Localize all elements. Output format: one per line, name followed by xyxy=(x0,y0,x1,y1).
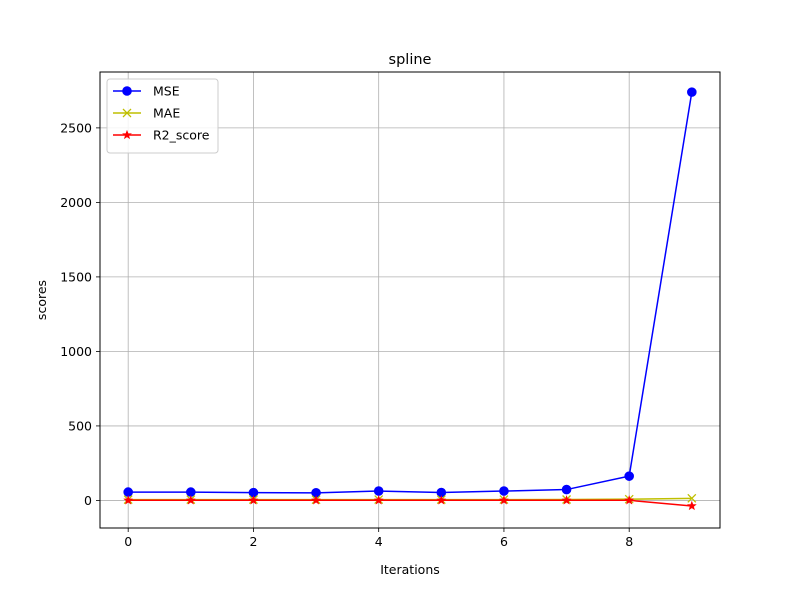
mse-point xyxy=(624,471,634,481)
r2-score-point xyxy=(436,495,447,505)
plot-frame xyxy=(99,71,721,529)
legend-label-r2-score: R2_score xyxy=(153,128,210,143)
mse-point xyxy=(499,486,509,496)
legend-label-mse: MSE xyxy=(153,84,180,99)
series-layer xyxy=(123,87,697,511)
mse-point xyxy=(123,487,133,497)
series-r2-score xyxy=(123,495,697,511)
y-axis-label: scores xyxy=(34,280,49,320)
legend-marker-mse xyxy=(122,86,132,96)
r2-score-point xyxy=(686,500,697,511)
x-tick-label: 8 xyxy=(625,534,633,549)
y-tick-label: 0 xyxy=(84,493,92,508)
mse-point xyxy=(373,486,384,496)
x-tick-label: 4 xyxy=(375,534,383,549)
x-tick-label: 0 xyxy=(124,534,132,549)
r2-score-point xyxy=(561,495,572,505)
mse-point xyxy=(186,487,196,497)
r2-score-point xyxy=(499,495,509,505)
grid-lines xyxy=(100,72,720,528)
r2-score-point xyxy=(185,495,196,505)
x-tick-label: 6 xyxy=(500,534,508,549)
r2-score-point xyxy=(624,495,635,505)
chart-title: spline xyxy=(389,52,432,68)
r2-score-point xyxy=(248,495,259,505)
mse-line xyxy=(128,91,693,494)
legend-entry-mse: MSE xyxy=(113,84,180,99)
series-mse xyxy=(123,87,697,498)
y-tick-label: 2000 xyxy=(60,195,92,210)
mse-point xyxy=(687,87,697,97)
legend: MSE MAE R2_score xyxy=(106,78,219,154)
y-tick-label: 1000 xyxy=(60,344,92,359)
x-axis-ticks: 0 2 4 6 8 xyxy=(124,528,633,549)
legend-entry-r2-score: R2_score xyxy=(113,128,210,143)
y-tick-label: 500 xyxy=(68,418,92,433)
y-axis-ticks: 0 500 1000 1500 2000 2500 xyxy=(60,120,100,508)
x-axis-label: Iterations xyxy=(380,562,440,577)
y-tick-label: 1500 xyxy=(60,269,92,284)
mse-point xyxy=(561,484,572,495)
r2-score-line xyxy=(128,499,692,507)
mae-point xyxy=(687,493,697,503)
r2-score-point xyxy=(311,495,321,505)
x-tick-label: 2 xyxy=(249,534,257,549)
r2-score-point xyxy=(373,495,384,505)
y-tick-label: 2500 xyxy=(60,120,92,135)
legend-marker-mae xyxy=(122,108,132,118)
legend-entry-mae: MAE xyxy=(113,106,180,121)
r2-score-point xyxy=(123,495,134,505)
legend-label-mae: MAE xyxy=(153,106,180,121)
legend-marker-r2-score xyxy=(122,129,132,140)
